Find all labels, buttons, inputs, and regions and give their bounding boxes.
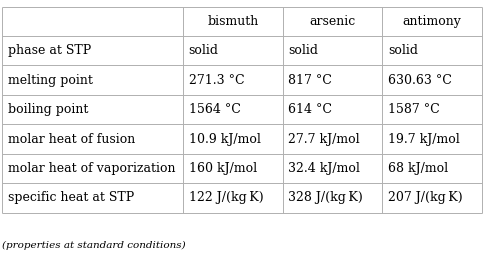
Text: 614 °C: 614 °C: [288, 103, 332, 116]
Text: 1587 °C: 1587 °C: [388, 103, 440, 116]
Text: 328 J/(kg K): 328 J/(kg K): [288, 192, 363, 204]
Text: specific heat at STP: specific heat at STP: [8, 192, 134, 204]
Text: 10.9 kJ/mol: 10.9 kJ/mol: [189, 133, 260, 146]
Text: 122 J/(kg K): 122 J/(kg K): [189, 192, 263, 204]
Text: 207 J/(kg K): 207 J/(kg K): [388, 192, 463, 204]
Text: arsenic: arsenic: [309, 15, 355, 28]
Text: 27.7 kJ/mol: 27.7 kJ/mol: [288, 133, 360, 146]
Text: melting point: melting point: [8, 74, 93, 87]
Text: molar heat of fusion: molar heat of fusion: [8, 133, 135, 146]
Text: 817 °C: 817 °C: [288, 74, 332, 87]
Text: bismuth: bismuth: [207, 15, 258, 28]
Text: 160 kJ/mol: 160 kJ/mol: [189, 162, 257, 175]
Text: 271.3 °C: 271.3 °C: [189, 74, 244, 87]
Text: 68 kJ/mol: 68 kJ/mol: [388, 162, 448, 175]
Text: 1564 °C: 1564 °C: [189, 103, 241, 116]
Text: 19.7 kJ/mol: 19.7 kJ/mol: [388, 133, 460, 146]
Text: molar heat of vaporization: molar heat of vaporization: [8, 162, 176, 175]
Text: solid: solid: [189, 44, 219, 57]
Text: phase at STP: phase at STP: [8, 44, 91, 57]
Text: antimony: antimony: [403, 15, 462, 28]
Text: (properties at standard conditions): (properties at standard conditions): [2, 241, 186, 250]
Text: 32.4 kJ/mol: 32.4 kJ/mol: [288, 162, 360, 175]
Text: solid: solid: [288, 44, 318, 57]
Text: boiling point: boiling point: [8, 103, 88, 116]
Text: solid: solid: [388, 44, 418, 57]
Text: 630.63 °C: 630.63 °C: [388, 74, 452, 87]
